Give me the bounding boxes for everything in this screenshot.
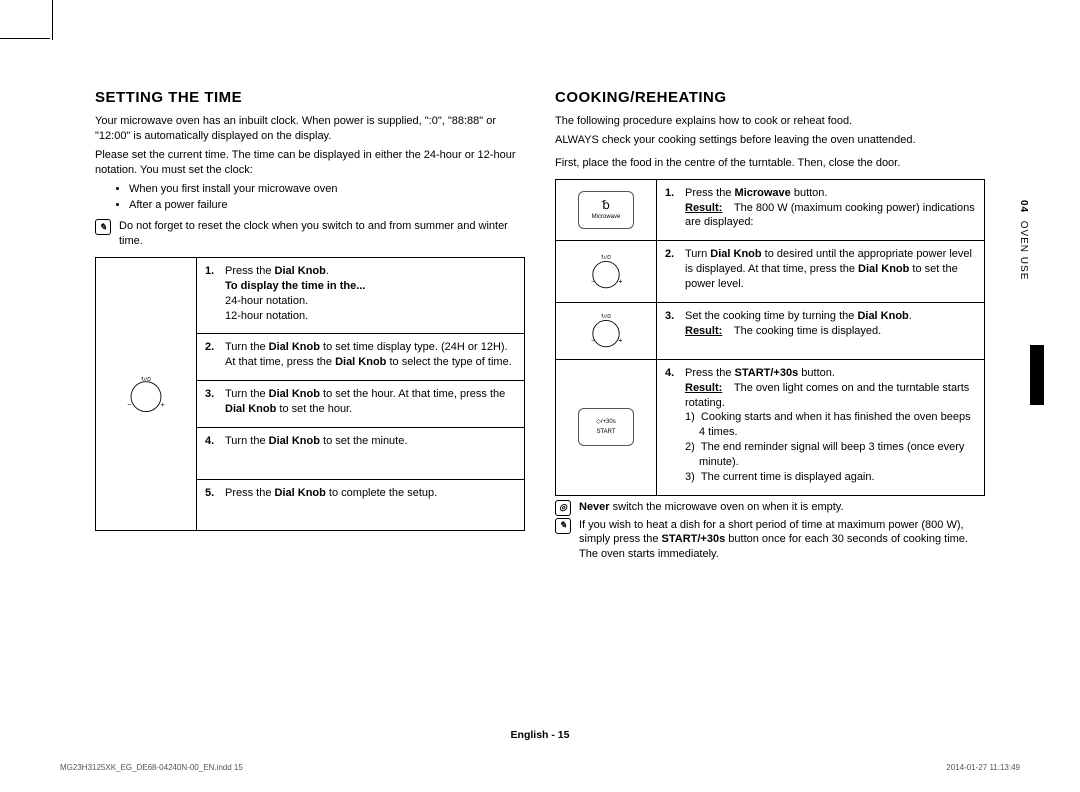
svg-text:+: + <box>618 337 622 344</box>
svg-text:−: − <box>591 278 595 285</box>
step-cell: 2. Turn Dial Knob to desired until the a… <box>657 241 985 303</box>
svg-text:+: + <box>618 278 622 285</box>
thumb-tab <box>1030 345 1044 405</box>
step-cell: 3. Turn the Dial Knob to set the hour. A… <box>197 381 525 428</box>
bullet-list: When you first install your microwave ov… <box>95 182 525 214</box>
svg-text:↻/⏲: ↻/⏲ <box>601 314 611 320</box>
step-cell: 4. Press the START/+30s button. Result: … <box>657 359 985 495</box>
note-row: ✎ Do not forget to reset the clock when … <box>95 219 525 249</box>
chapter-num: 04 <box>1018 200 1029 213</box>
list-item: After a power failure <box>129 198 525 213</box>
crop-mark-v <box>52 0 53 40</box>
dial-icon-cell: ↻/⏲ − + <box>96 258 197 531</box>
instruction-table: ↻/⏲ − + 1. Press the Dial Knob. To displ… <box>95 257 525 531</box>
svg-text:+: + <box>161 402 165 409</box>
dial-icon-cell: ↻/⏲ − + <box>556 241 657 303</box>
note-icon: ✎ <box>555 518 571 534</box>
step-cell: 2. Turn the Dial Knob to set time displa… <box>197 334 525 381</box>
stop-icon: ◎ <box>555 500 571 516</box>
svg-text:−: − <box>127 402 131 409</box>
note-row: ◎ Never switch the microwave oven on whe… <box>555 500 985 516</box>
note-text: Do not forget to reset the clock when yo… <box>119 219 525 249</box>
instruction-table: ␢ Microwave 1. Press the Microwave butto… <box>555 179 985 496</box>
svg-text:−: − <box>591 337 595 344</box>
intro-text: Your microwave oven has an inbuilt clock… <box>95 114 525 144</box>
print-metadata: MG23H3125XK_EG_DE68-04240N-00_EN.indd 15… <box>60 763 1020 774</box>
dial-knob-icon: ↻/⏲ − + <box>584 250 628 294</box>
dial-icon-cell: ↻/⏲ − + <box>556 302 657 359</box>
page-footer: English - 15 <box>0 728 1080 742</box>
step-cell: 1. Press the Microwave button. Result: T… <box>657 179 985 241</box>
chapter-name: OVEN USE <box>1018 221 1029 281</box>
heading-cooking: COOKING/REHEATING <box>555 88 985 108</box>
microwave-button-icon: ␢ Microwave <box>578 191 634 229</box>
start-button-icon: ◇/+30s START <box>578 408 634 446</box>
dial-knob-icon: ↻/⏲ − + <box>124 372 168 416</box>
heading-setting-time: SETTING THE TIME <box>95 88 525 108</box>
step-cell: 4. Turn the Dial Knob to set the minute. <box>197 427 525 479</box>
step-cell: 1. Press the Dial Knob. To display the t… <box>197 258 525 334</box>
intro-text: First, place the food in the centre of t… <box>555 156 985 171</box>
dial-knob-icon: ↻/⏲ − + <box>584 309 628 353</box>
step-cell: 3. Set the cooking time by turning the D… <box>657 302 985 359</box>
step-cell: 5. Press the Dial Knob to complete the s… <box>197 479 525 531</box>
svg-text:↻/⏲: ↻/⏲ <box>601 254 611 260</box>
note-row: ✎ If you wish to heat a dish for a short… <box>555 518 985 563</box>
note-icon: ✎ <box>95 219 111 235</box>
side-tab: 04 OVEN USE <box>1017 200 1031 280</box>
list-item: When you first install your microwave ov… <box>129 182 525 197</box>
crop-mark-h <box>0 38 50 39</box>
right-column: COOKING/REHEATING The following procedur… <box>555 88 985 564</box>
button-icon-cell: ␢ Microwave <box>556 179 657 241</box>
intro-text: The following procedure explains how to … <box>555 114 985 129</box>
print-timestamp: 2014-01-27 11:13:49 <box>946 763 1020 774</box>
button-icon-cell: ◇/+30s START <box>556 359 657 495</box>
intro-text: Please set the current time. The time ca… <box>95 148 525 178</box>
svg-text:↻/⏲: ↻/⏲ <box>141 377 151 383</box>
intro-text: ALWAYS check your cooking settings befor… <box>555 133 985 148</box>
print-filename: MG23H3125XK_EG_DE68-04240N-00_EN.indd 15 <box>60 763 243 774</box>
left-column: SETTING THE TIME Your microwave oven has… <box>95 88 525 564</box>
